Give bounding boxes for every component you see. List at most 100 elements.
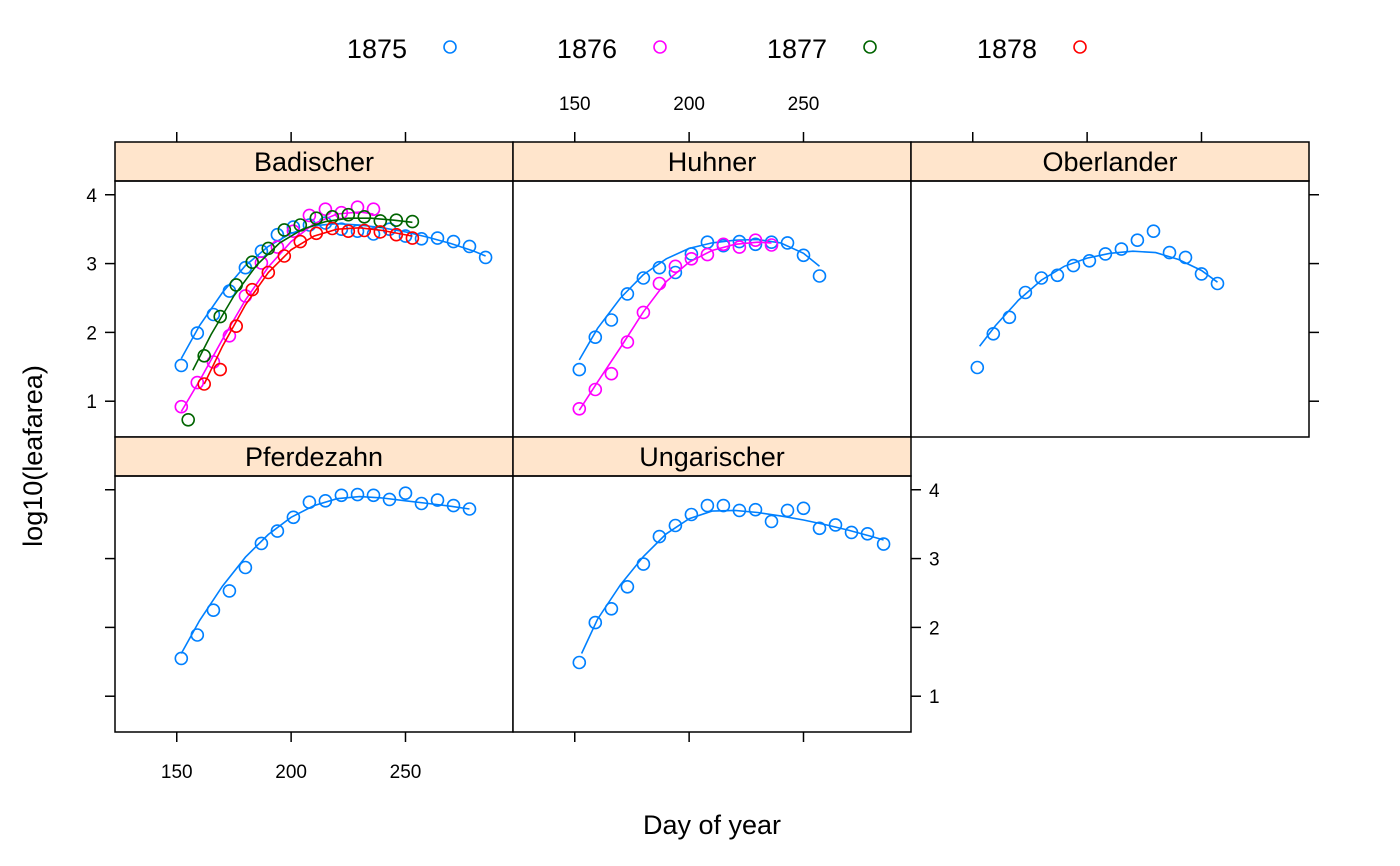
y-tick-label: 3: [929, 550, 940, 571]
panel-oberlander: Oberlander: [910, 141, 1310, 438]
data-point-1876: [716, 237, 731, 252]
panel-badischer: Badischer: [114, 141, 514, 438]
data-point-1877: [357, 210, 372, 224]
data-point-1878: [341, 224, 356, 238]
panel-data: [174, 486, 477, 666]
data-point-1875: [366, 488, 381, 503]
strip-label: Oberlander: [1042, 147, 1177, 177]
data-point-1878: [357, 223, 372, 238]
data-point-1878: [213, 362, 227, 377]
data-point-1875: [620, 579, 635, 594]
legend: 1875 1876 1877 1878: [347, 34, 1087, 64]
panel-huhner: Huhner: [512, 141, 912, 438]
data-point-1877: [341, 207, 356, 222]
data-point-1875: [572, 362, 587, 377]
strip-label: Badischer: [254, 147, 374, 177]
data-point-1875: [206, 307, 221, 322]
data-point-1875: [190, 326, 205, 340]
data-point-1877: [229, 278, 243, 292]
data-point-1876: [270, 240, 285, 254]
data-point-1877: [373, 214, 388, 228]
data-point-1876: [588, 382, 603, 397]
data-point-1875: [668, 518, 683, 533]
data-point-1875: [1018, 285, 1033, 300]
data-point-1875: [588, 330, 603, 345]
y-tick-label: 1: [929, 687, 940, 708]
data-point-1878: [261, 265, 276, 280]
data-point-1875: [206, 603, 221, 618]
data-point-1875: [414, 232, 429, 246]
data-point-1875: [604, 313, 619, 327]
data-point-1878: [245, 282, 259, 297]
data-point-1876: [190, 375, 205, 390]
data-point-1875: [446, 234, 461, 249]
data-point-1875: [1082, 253, 1097, 268]
data-point-1875: [716, 498, 731, 513]
data-point-1875: [174, 358, 189, 373]
data-point-1876: [684, 251, 699, 266]
data-point-1877: [261, 241, 276, 256]
x-tick-label: 200: [275, 762, 307, 783]
panel-border: [910, 180, 1310, 438]
data-point-1875: [796, 248, 811, 263]
legend-marker-1877: [863, 40, 877, 54]
y-tick-label: 3: [86, 255, 97, 276]
data-point-1875: [254, 536, 269, 551]
panel-background: [513, 476, 911, 732]
data-point-1878: [373, 225, 388, 239]
strip-label: Ungarischer: [639, 442, 785, 472]
data-point-1875: [350, 224, 365, 238]
strip-ungarischer: [512, 436, 912, 477]
data-point-1878: [293, 234, 308, 249]
data-point-1875: [812, 269, 827, 283]
data-point-1875: [398, 486, 413, 501]
data-point-1877: [181, 412, 195, 427]
data-point-1878: [229, 319, 243, 334]
data-point-1875: [222, 584, 237, 598]
data-point-1878: [325, 221, 340, 236]
data-point-1877: [293, 218, 308, 232]
data-point-1877: [213, 309, 227, 324]
data-point-1875: [572, 655, 587, 670]
x-tick-label: 150: [161, 762, 193, 783]
data-point-1875: [1002, 310, 1017, 325]
data-point-1875: [620, 287, 635, 301]
data-point-1875: [270, 524, 285, 538]
data-point-1875: [478, 250, 493, 265]
data-point-1875: [174, 651, 189, 666]
data-point-1875: [764, 514, 779, 529]
data-point-1878: [405, 231, 420, 245]
legend-marker-1878: [1073, 40, 1087, 54]
data-point-1876: [366, 202, 381, 216]
data-point-1875: [812, 521, 827, 536]
data-point-1875: [430, 493, 445, 507]
data-point-1877: [405, 214, 420, 229]
data-point-1877: [389, 213, 404, 227]
data-point-1875: [318, 493, 333, 508]
y-tick-label: 2: [929, 618, 940, 639]
legend-marker-1876: [653, 40, 667, 54]
x-tick-label: 150: [559, 94, 591, 115]
data-point-1875: [1098, 247, 1113, 261]
panel-pferdezahn: Pferdezahn: [114, 436, 514, 733]
data-point-1875: [748, 237, 763, 252]
data-point-1876: [748, 233, 763, 247]
data-point-1875: [986, 326, 1001, 341]
data-point-1875: [1194, 267, 1209, 281]
data-point-1875: [1162, 245, 1177, 260]
data-point-1875: [286, 220, 301, 234]
y-tick-label: 2: [86, 323, 97, 344]
y-tick-label: 4: [929, 481, 940, 502]
legend-label-1878: 1878: [977, 34, 1037, 64]
panel-background: [911, 181, 1309, 437]
fit-line-1877: [192, 217, 413, 371]
y-axis-title: log10(leafarea): [18, 365, 48, 547]
data-point-1875: [414, 496, 429, 511]
data-point-1876: [350, 200, 365, 214]
fit-line-1876: [180, 211, 374, 412]
panel-border: [512, 475, 912, 733]
strip-label: Pferdezahn: [245, 442, 383, 472]
data-point-1877: [245, 255, 259, 270]
data-point-1875: [1130, 233, 1145, 247]
data-point-1875: [430, 231, 445, 245]
